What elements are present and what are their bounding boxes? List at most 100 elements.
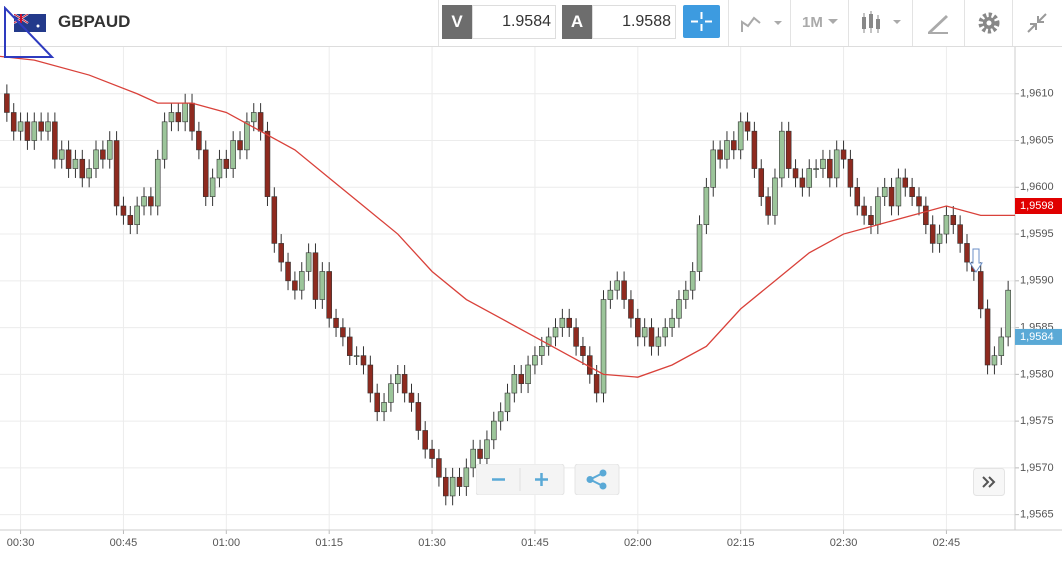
- draw-button[interactable]: [926, 12, 950, 34]
- candle-body: [168, 112, 175, 123]
- candle-body: [532, 355, 538, 366]
- collapse-button[interactable]: [1026, 12, 1048, 34]
- y-tick-label: 1,9610: [1020, 88, 1054, 100]
- candle-body: [710, 149, 717, 188]
- candle-body: [943, 215, 950, 235]
- candle-body: [497, 411, 504, 422]
- candle-body: [552, 327, 559, 338]
- candle-body: [785, 130, 792, 169]
- timeframe-arrow[interactable]: [826, 14, 840, 28]
- candle-body: [401, 374, 408, 394]
- candle-body: [264, 130, 271, 197]
- price-tag: [1015, 198, 1062, 214]
- candle-body: [346, 336, 353, 356]
- y-tick-label: 1,9600: [1020, 181, 1054, 193]
- candle-body: [580, 345, 586, 356]
- candle-body: [127, 215, 134, 226]
- price-tag-label: 1,9598: [1020, 200, 1054, 212]
- candle-body: [4, 93, 10, 113]
- candle-body: [120, 205, 127, 216]
- candle-body: [429, 448, 435, 459]
- x-tick-label: 00:30: [7, 537, 35, 549]
- candle-body: [196, 130, 202, 151]
- candle-body: [31, 121, 38, 141]
- candle-body: [237, 140, 243, 151]
- candle-body: [758, 168, 765, 197]
- candle-body: [950, 215, 957, 226]
- scroll-end-button[interactable]: [973, 468, 1005, 496]
- candle-body: [340, 327, 346, 338]
- candle-body: [929, 224, 936, 244]
- bid-price[interactable]: 1.9584: [472, 5, 556, 39]
- candle-body: [45, 121, 51, 132]
- chart-type-button[interactable]: [860, 11, 904, 35]
- candle-body: [998, 336, 1005, 356]
- zoom-in[interactable]: [535, 473, 548, 486]
- candle-body: [106, 140, 113, 160]
- candle-body: [977, 271, 984, 310]
- candle-body: [737, 121, 744, 151]
- candle-body: [449, 476, 456, 497]
- bid-label[interactable]: V: [442, 5, 472, 39]
- candle-body: [202, 149, 209, 197]
- candle-body: [683, 289, 689, 300]
- candle-body: [278, 243, 284, 263]
- candle-body: [484, 439, 490, 459]
- x-tick-label: 01:30: [418, 537, 446, 549]
- candle-body: [1005, 289, 1011, 338]
- candle-body: [189, 102, 195, 132]
- candle-body: [888, 186, 895, 207]
- candle-body: [881, 186, 888, 197]
- candle-body: [24, 121, 31, 141]
- candle-body: [436, 458, 442, 478]
- crosshair-button[interactable]: [683, 5, 720, 38]
- candle-body: [374, 392, 380, 413]
- candle-body: [491, 420, 497, 441]
- candle-body: [182, 102, 188, 123]
- zoom-controls: [476, 464, 620, 495]
- symbol[interactable]: GBPAUD: [58, 12, 131, 31]
- candle-body: [223, 158, 230, 169]
- drawing-triangle[interactable]: [3, 6, 55, 60]
- candle-body: [312, 252, 319, 300]
- candle-body: [209, 177, 216, 197]
- candle-body: [100, 149, 106, 160]
- x-tick-label: 02:15: [727, 537, 755, 549]
- candle-body: [477, 448, 483, 459]
- x-tick-label: 02:00: [624, 537, 652, 549]
- candle-body: [298, 271, 305, 291]
- candle-body: [813, 168, 819, 170]
- settings-button[interactable]: [977, 11, 1001, 35]
- candle-body: [161, 121, 168, 160]
- candle-body: [113, 140, 120, 207]
- candle-body: [799, 177, 806, 188]
- indicators-button[interactable]: [740, 12, 784, 34]
- candle-body: [443, 476, 449, 497]
- candle-body: [847, 158, 854, 188]
- candle-body: [250, 112, 257, 123]
- candle-body: [964, 243, 970, 263]
- candle-body: [731, 140, 737, 151]
- candle-body: [868, 215, 874, 226]
- flag: [14, 14, 46, 32]
- candle-body: [614, 280, 620, 291]
- candle-body: [292, 280, 298, 291]
- candle-body: [772, 177, 778, 216]
- timeframe[interactable]: 1M: [802, 14, 823, 31]
- x-tick-label: 00:45: [110, 537, 138, 549]
- candle-body: [134, 205, 140, 226]
- candle-body: [17, 121, 24, 132]
- ask-label[interactable]: A: [562, 5, 592, 39]
- candle-body: [621, 280, 627, 300]
- candle-body: [936, 233, 943, 244]
- candle-body: [724, 140, 730, 160]
- candle-body: [744, 121, 751, 132]
- share-button[interactable]: [574, 464, 620, 495]
- ask-price[interactable]: 1.9588: [592, 5, 676, 39]
- candle-body: [827, 158, 833, 179]
- candle-body: [635, 317, 641, 338]
- candle-body: [984, 308, 991, 366]
- candle-body: [463, 467, 470, 487]
- candle-body: [566, 317, 572, 328]
- candle-body: [628, 299, 634, 319]
